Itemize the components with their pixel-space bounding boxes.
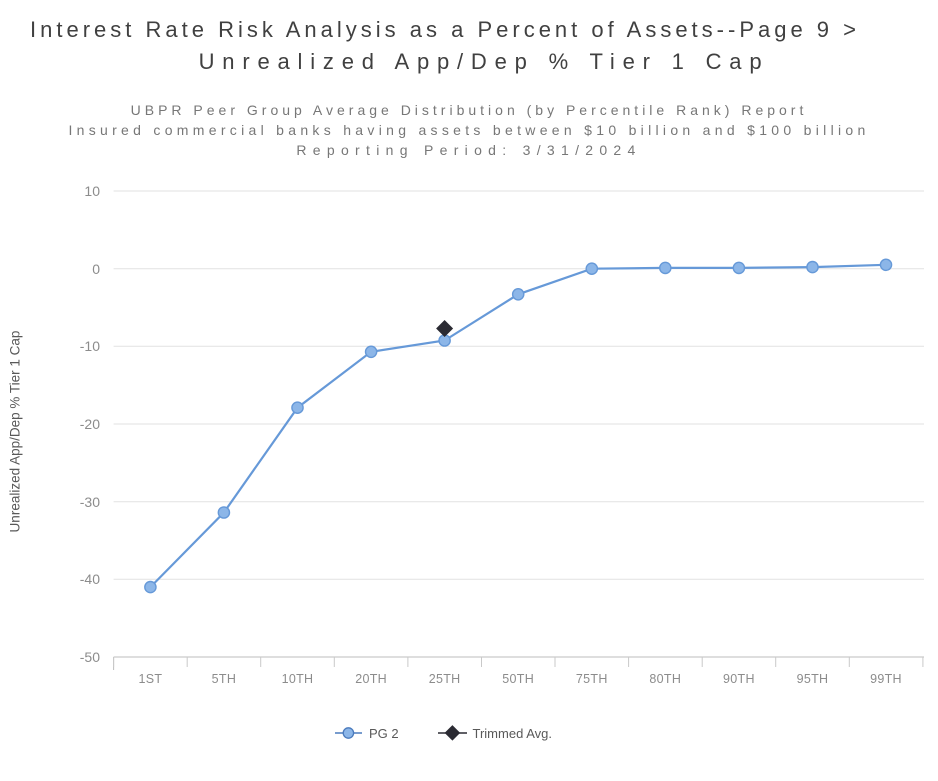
svg-text:Trimmed Avg.: Trimmed Avg. [473,726,552,741]
svg-text:PG 2: PG 2 [369,726,399,741]
